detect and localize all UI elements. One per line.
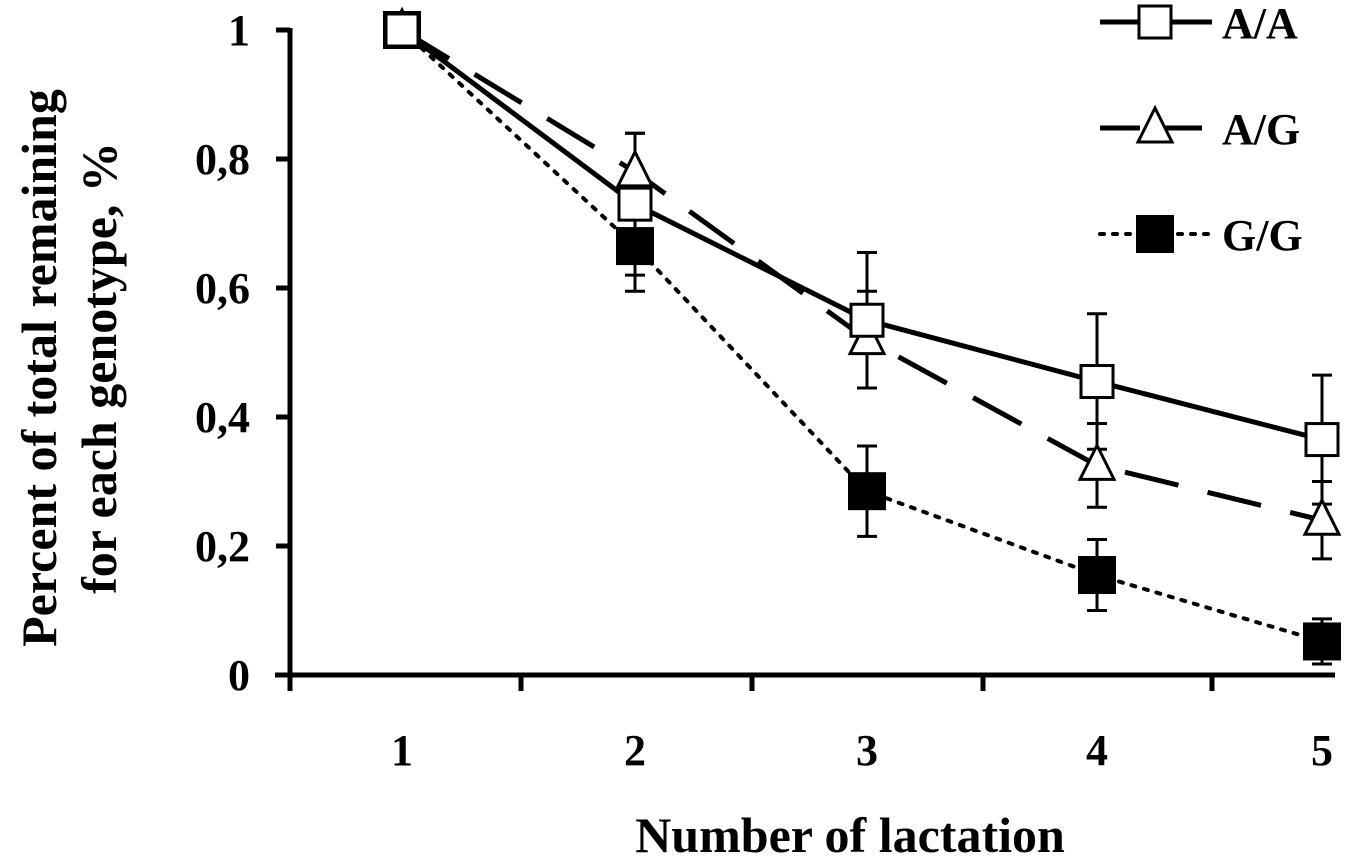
y-axis-title-line-1: Percent of total remaining: [11, 89, 67, 647]
x-axis-title: Number of lactation: [635, 807, 1065, 863]
legend-marker: [1136, 215, 1174, 253]
data-point: [849, 302, 885, 338]
series-layer: [382, 6, 1342, 666]
legend-marker: [1135, 104, 1175, 144]
x-tick-label: 3: [856, 726, 878, 775]
legend-item-a-a: A/A: [1100, 0, 1298, 48]
legend-label: A/A: [1222, 0, 1298, 48]
legend-item-g-g: G/G: [1098, 211, 1303, 260]
markers-a-g: [382, 6, 1342, 536]
error-bars-a-a: [625, 131, 1332, 506]
x-tick-label: 1: [391, 726, 413, 775]
data-point: [616, 227, 654, 266]
legend-label: A/G: [1222, 105, 1300, 154]
y-tick-label: 0,2: [195, 522, 250, 571]
x-tick-label: 4: [1086, 726, 1108, 775]
axis-titles: Number of lactation Percent of total rem…: [11, 89, 1065, 863]
y-tick-label: 1: [228, 6, 250, 55]
legend-item-a-g: A/G: [1100, 104, 1300, 154]
legend-label: G/G: [1222, 211, 1303, 260]
data-point: [384, 12, 420, 48]
data-point: [615, 148, 655, 188]
data-point: [1302, 496, 1342, 536]
y-axis-title-line-2: for each genotype, %: [71, 142, 127, 594]
y-tick-label: 0,4: [195, 393, 250, 442]
legend: A/A A/G G/G: [1098, 0, 1303, 260]
y-tick-label: 0: [228, 651, 250, 700]
series-a-a: [400, 27, 1323, 442]
data-point: [1079, 364, 1115, 400]
x-tick-label: 5: [1311, 726, 1333, 775]
data-point: [1078, 556, 1116, 595]
y-tick-label: 0,8: [195, 135, 250, 184]
data-point: [1077, 442, 1117, 481]
data-point: [848, 472, 886, 511]
error-bars-g-g: [625, 199, 1332, 666]
y-axis-title-group: Percent of total remaining for each geno…: [11, 89, 127, 647]
y-tick-label: 0,6: [195, 264, 250, 313]
axes: 0 0,2 0,4 0,6 0,8 1 1 2 3 4 5: [195, 6, 1335, 775]
data-point: [617, 186, 653, 222]
x-tick-label: 2: [624, 726, 646, 775]
data-point: [1303, 622, 1341, 661]
markers-a-a: [384, 12, 1340, 458]
series-line: [400, 27, 1323, 442]
data-point: [1304, 422, 1340, 458]
legend-marker: [1137, 4, 1173, 40]
